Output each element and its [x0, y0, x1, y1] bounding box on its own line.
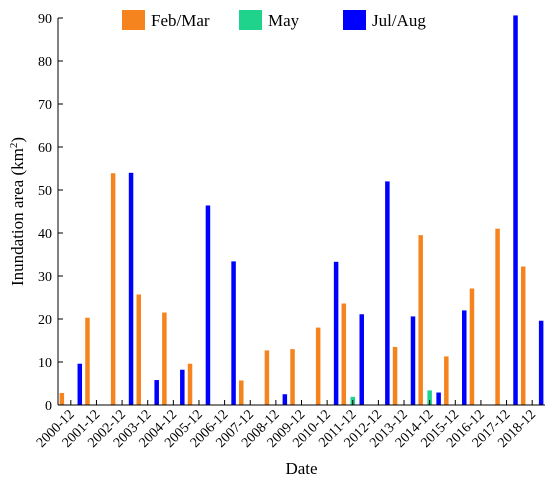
bar-feb-mar	[392, 346, 398, 405]
y-tick-label: 20	[38, 313, 52, 328]
y-tick-label: 60	[38, 141, 52, 156]
bar-feb-mar	[520, 266, 526, 405]
legend: Feb/Mar May Jul/Aug	[122, 10, 426, 30]
legend-swatch	[239, 10, 262, 30]
y-axis-title-tail: )	[8, 137, 27, 143]
bar-jul-aug	[538, 320, 544, 405]
y-axis-title-main: Inundation area (km	[8, 148, 27, 286]
bar-jul-aug	[462, 310, 467, 405]
bar-feb-mar	[85, 317, 90, 405]
y-tick-label: 70	[38, 98, 52, 113]
y-tick-label: 40	[38, 227, 52, 242]
y-tick-label: 10	[38, 356, 52, 371]
bar-may	[427, 390, 432, 405]
bar-feb-mar	[495, 228, 500, 405]
legend-label: Feb/Mar	[151, 11, 210, 30]
bar-jul-aug	[282, 394, 288, 405]
legend-label: May	[268, 11, 300, 30]
axes-layer: 01020304050607080902000-122001-122002-12…	[34, 12, 545, 451]
bar-jul-aug	[359, 314, 364, 405]
y-axis-title-superscript: 2	[8, 143, 20, 149]
bar-jul-aug	[77, 363, 83, 405]
bar-feb-mar	[444, 356, 449, 405]
legend-swatch	[343, 10, 366, 30]
bar-feb-mar	[136, 294, 141, 405]
y-tick-label: 80	[38, 55, 52, 70]
y-tick-label: 0	[45, 399, 52, 414]
bar-feb-mar	[418, 235, 423, 405]
bar-jul-aug	[231, 261, 236, 405]
bar-jul-aug	[436, 392, 441, 405]
y-axis-title: Inundation area (km2)	[8, 137, 27, 286]
bar-feb-mar	[290, 349, 295, 405]
bar-feb-mar	[264, 350, 270, 405]
bar-jul-aug	[410, 316, 416, 405]
bar-feb-mar	[110, 173, 116, 405]
bar-jul-aug	[513, 15, 518, 405]
bar-feb-mar	[315, 327, 321, 405]
bar-jul-aug	[154, 380, 159, 405]
bar-feb-mar	[162, 312, 167, 405]
bar-feb-mar	[469, 288, 475, 405]
y-tick-label: 90	[38, 12, 52, 27]
bar-jul-aug	[385, 181, 390, 405]
bar-jul-aug	[128, 172, 134, 405]
bar-jul-aug	[333, 261, 339, 405]
bar-feb-mar	[341, 303, 347, 405]
legend-swatch	[122, 10, 145, 30]
bar-feb-mar	[187, 363, 193, 405]
bars-layer	[59, 15, 544, 405]
legend-label: Jul/Aug	[372, 11, 426, 30]
bar-jul-aug	[180, 369, 185, 405]
bar-jul-aug	[205, 205, 211, 405]
x-axis-title: Date	[285, 459, 317, 478]
y-tick-label: 30	[38, 270, 52, 285]
bar-feb-mar	[239, 380, 244, 405]
y-tick-label: 50	[38, 184, 52, 199]
bar-feb-mar	[59, 392, 65, 405]
